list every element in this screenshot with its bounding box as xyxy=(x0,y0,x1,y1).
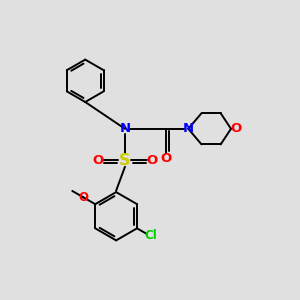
Text: O: O xyxy=(146,154,158,167)
Text: S: S xyxy=(119,153,131,168)
Text: N: N xyxy=(183,122,194,135)
Text: Cl: Cl xyxy=(144,230,157,242)
Text: O: O xyxy=(231,122,242,135)
Text: O: O xyxy=(160,152,172,165)
Text: N: N xyxy=(119,122,130,135)
Text: O: O xyxy=(79,191,89,204)
Text: O: O xyxy=(92,154,104,167)
